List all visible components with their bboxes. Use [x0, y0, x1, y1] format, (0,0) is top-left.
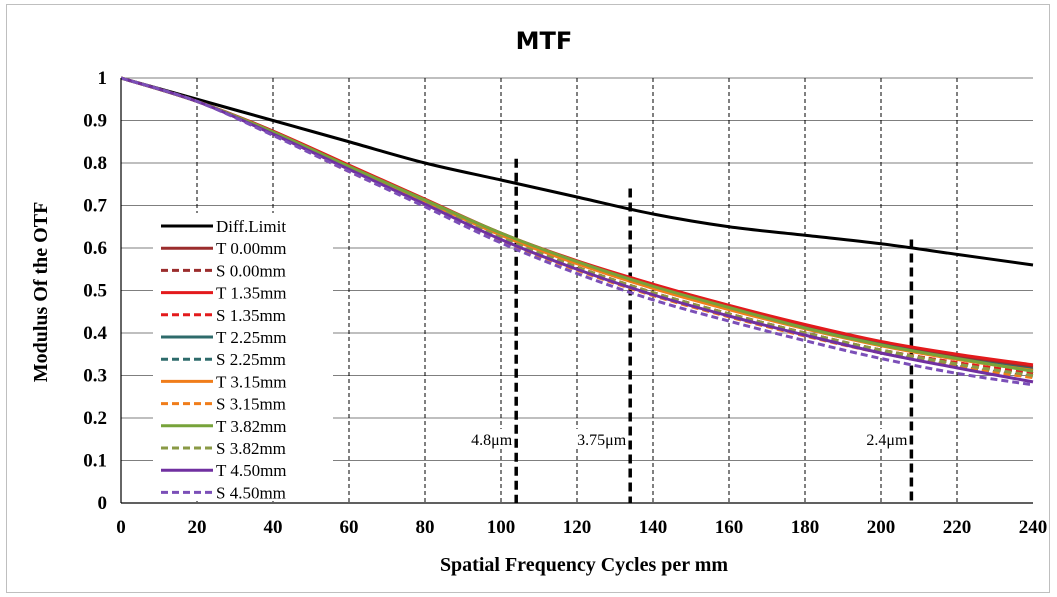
x-tick-label: 100 — [487, 517, 516, 538]
legend-label: T 3.82mm — [216, 417, 287, 436]
chart-frame: MTF 0 0.1 0.2 0.3 0.4 0.5 0.6 0.7 0.8 0.9 1 0 20 40 60… — [6, 4, 1050, 593]
x-tick-label: 180 — [791, 517, 820, 538]
y-tick-label: 0.3 — [83, 366, 107, 387]
series-line-10 — [120, 76, 1034, 377]
pixel-marker-label: 2.4μm — [866, 432, 908, 449]
chart-title: MTF — [516, 27, 573, 55]
x-tick-label: 80 — [416, 517, 435, 538]
x-tick-label: 40 — [264, 517, 283, 538]
series-line-9 — [120, 76, 1034, 373]
y-tick-label: 0.7 — [83, 196, 107, 217]
y-tick-label: 0.2 — [83, 408, 107, 429]
legend-label: Diff.Limit — [216, 217, 286, 236]
series-line-11 — [120, 76, 1034, 384]
x-tick-label: 140 — [639, 517, 668, 538]
y-tick-label: 0.5 — [83, 281, 107, 302]
pixel-marker-label-bg — [450, 429, 513, 449]
y-tick-label: 1 — [98, 68, 108, 89]
x-tick-label: 0 — [116, 517, 126, 538]
legend-label: T 2.25mm — [216, 328, 287, 347]
mtf-chart: MTF 0 0.1 0.2 0.3 0.4 0.5 0.6 0.7 0.8 0.9 1 0 20 40 60… — [30, 27, 1047, 576]
y-tick-label: 0.8 — [83, 153, 107, 174]
axes — [120, 78, 1033, 504]
legend-label: S 3.15mm — [216, 395, 286, 414]
series-line-0 — [120, 76, 1034, 267]
legend-label: S 2.25mm — [216, 350, 286, 369]
legend-label: S 3.82mm — [216, 439, 286, 458]
legend-label: T 0.00mm — [216, 239, 287, 258]
pixel-marker-label-bg — [564, 429, 627, 449]
x-tick-label: 20 — [188, 517, 207, 538]
legend-label: S 4.50mm — [216, 483, 286, 502]
y-tick-label: 0.6 — [83, 238, 107, 259]
x-tick-label: 160 — [715, 517, 744, 538]
y-tick-label: 0.4 — [83, 323, 107, 344]
legend-label: S 1.35mm — [216, 306, 286, 325]
y-tick-label: 0.9 — [83, 111, 107, 132]
x-tick-label: 120 — [563, 517, 592, 538]
x-tick-label: 240 — [1019, 517, 1048, 538]
legend-label: T 3.15mm — [216, 372, 287, 391]
legend-label: S 0.00mm — [216, 261, 286, 280]
y-tick-label: 0.1 — [83, 451, 107, 472]
series-lines — [120, 76, 1034, 387]
legend: Diff.Limit T 0.00mm S 0.00mm T 1.35mm S 1.35… — [153, 213, 333, 502]
series-line-12 — [120, 76, 1034, 387]
x-tick-label: 220 — [943, 517, 972, 538]
pixel-size-markers: 4.8μm 3.75μm 2.4μm — [450, 158, 914, 503]
pixel-marker-label: 3.75μm — [577, 432, 627, 449]
axis-ticks: 0 0.1 0.2 0.3 0.4 0.5 0.6 0.7 0.8 0.9 1 0 20 40 60 80 10… — [83, 68, 1047, 538]
pixel-marker-label-bg — [845, 429, 908, 449]
y-axis-label: Modulus Of the OTF — [30, 202, 52, 383]
pixel-marker-label: 4.8μm — [471, 432, 513, 449]
y-tick-label: 0 — [98, 493, 108, 514]
legend-label: T 1.35mm — [216, 284, 287, 303]
x-axis-label: Spatial Frequency Cycles per mm — [440, 554, 728, 576]
legend-background — [153, 213, 333, 501]
x-tick-label: 200 — [867, 517, 896, 538]
x-tick-label: 60 — [340, 517, 359, 538]
legend-label: T 4.50mm — [216, 461, 287, 480]
